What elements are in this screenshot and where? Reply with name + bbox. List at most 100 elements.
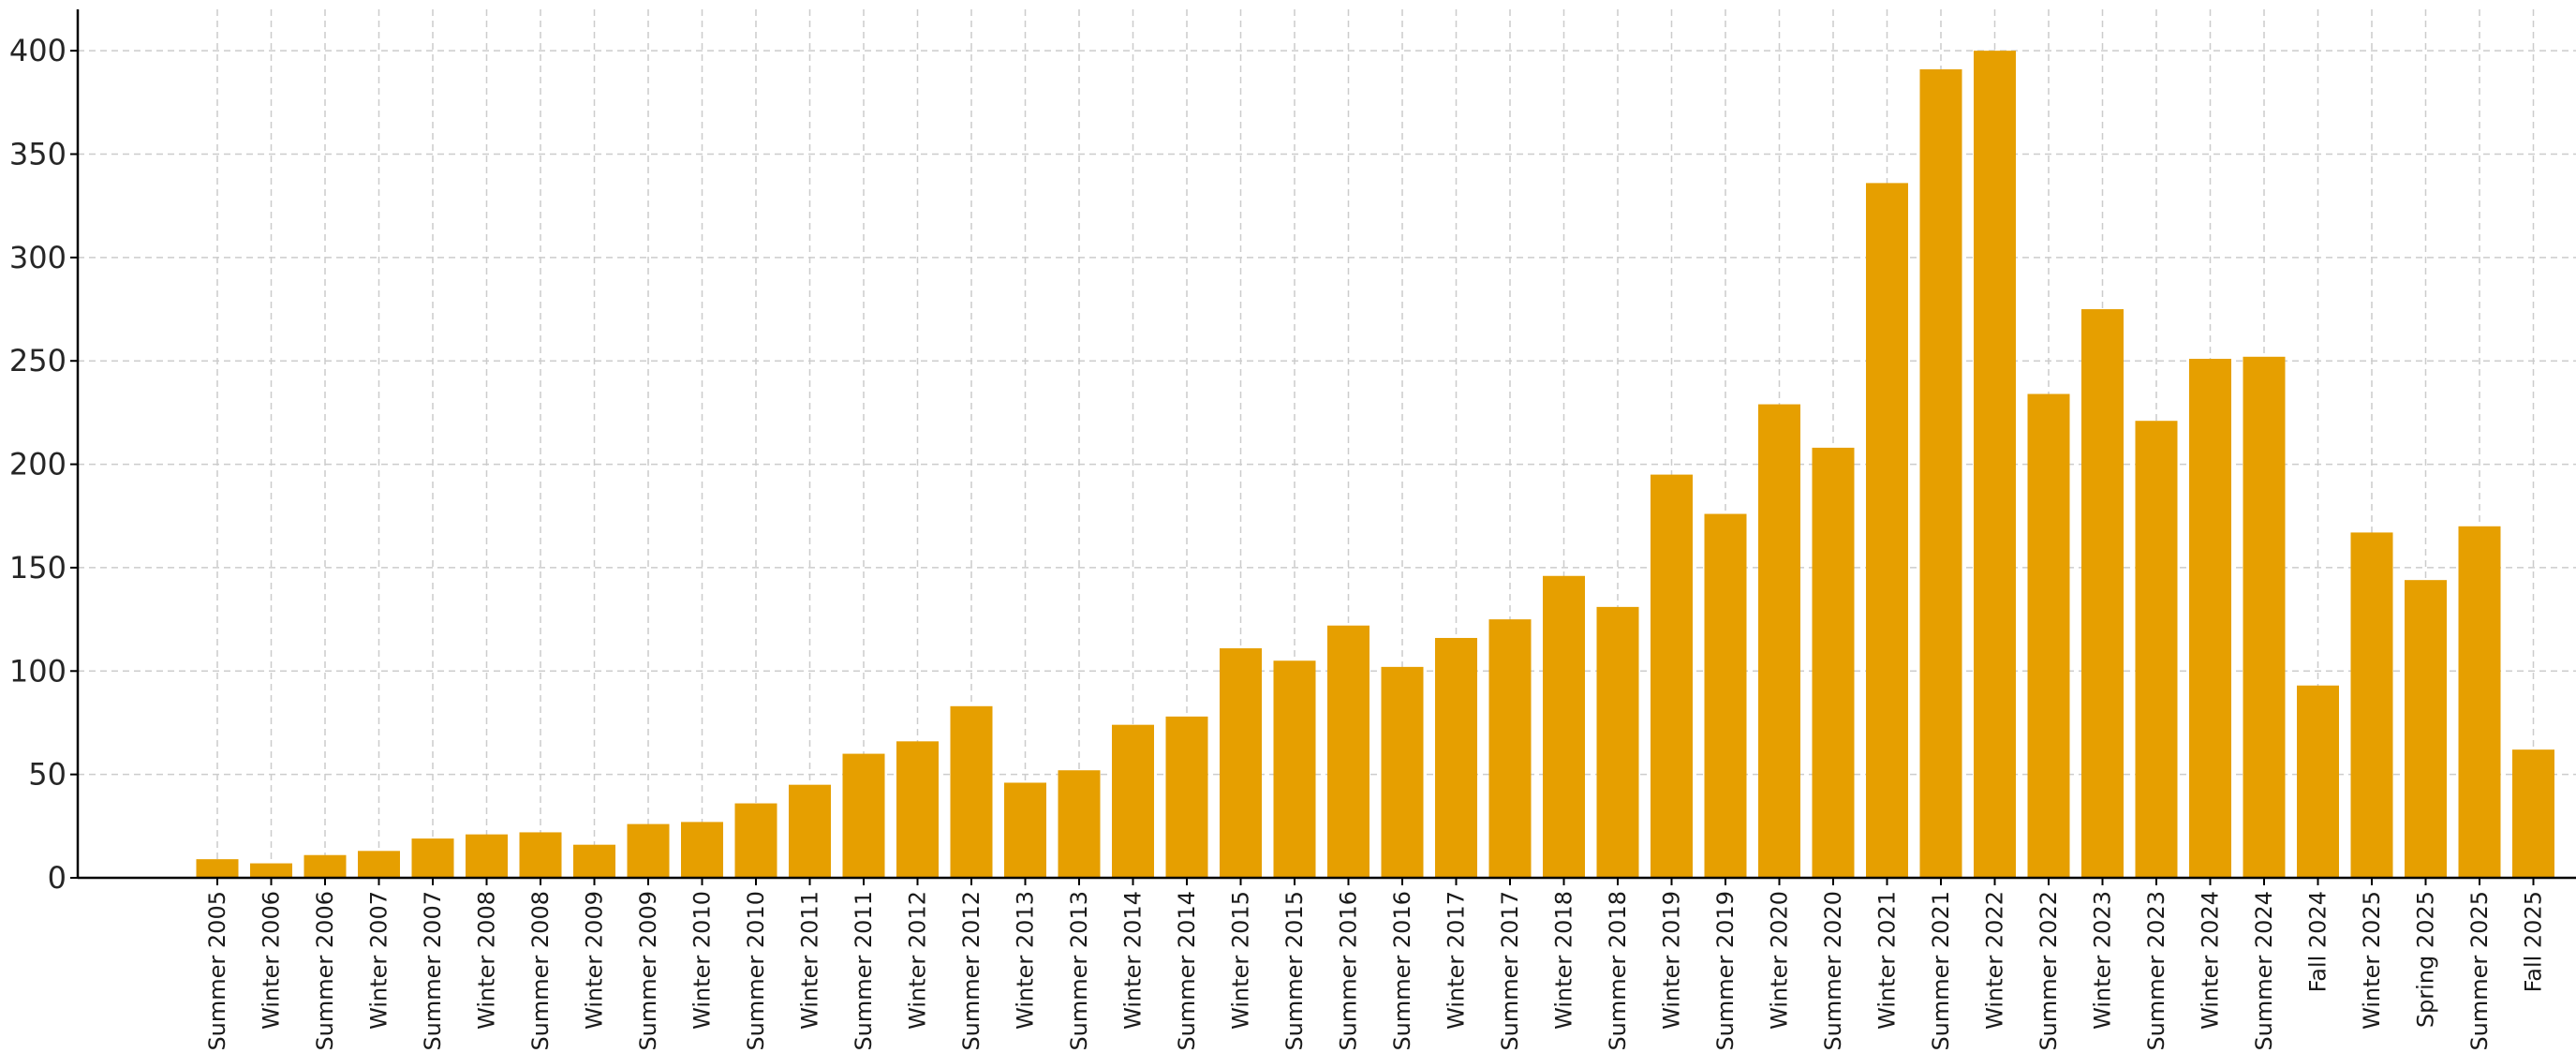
x-tick-label: Summer 2016	[1336, 891, 1362, 1051]
bar	[1327, 625, 1369, 878]
bar	[2458, 526, 2501, 878]
y-tick-label: 0	[48, 860, 67, 896]
x-tick-label: Winter 2018	[1551, 891, 1577, 1030]
x-tick-label: Winter 2024	[2198, 891, 2224, 1030]
bar	[1165, 716, 1208, 878]
x-tick-label: Winter 2013	[1013, 891, 1039, 1030]
x-tick-label: Winter 2006	[259, 891, 285, 1030]
bar	[411, 838, 454, 878]
x-tick-label: Summer 2014	[1174, 891, 1200, 1051]
x-tick-label: Summer 2010	[743, 891, 769, 1051]
bar	[627, 823, 670, 878]
bar	[466, 834, 508, 878]
bar	[250, 863, 292, 878]
x-tick-label: Summer 2025	[2466, 891, 2493, 1051]
bar	[358, 851, 400, 878]
x-tick-label: Summer 2006	[312, 891, 338, 1051]
x-tick-label: Summer 2021	[1928, 891, 1954, 1051]
x-tick-label: Summer 2005	[204, 891, 230, 1051]
bar	[1758, 404, 1800, 878]
x-tick-label: Winter 2023	[2090, 891, 2116, 1030]
bar	[1651, 474, 1693, 878]
bar	[842, 753, 885, 878]
x-tick-label: Summer 2008	[527, 891, 554, 1051]
x-tick-label: Summer 2020	[1820, 891, 1846, 1051]
bar	[1112, 724, 1154, 878]
x-tick-label: Winter 2017	[1443, 891, 1470, 1030]
y-tick-label: 350	[9, 137, 67, 172]
x-tick-label: Summer 2024	[2251, 891, 2277, 1051]
bar	[2027, 393, 2070, 878]
x-tick-label: Summer 2023	[2143, 891, 2169, 1051]
y-tick-label: 100	[9, 653, 67, 689]
bar	[1543, 575, 1585, 878]
bar	[2350, 532, 2393, 878]
bar	[2243, 356, 2286, 878]
y-tick-label: 300	[9, 240, 67, 275]
x-tick-label: Winter 2007	[366, 891, 392, 1030]
bar	[519, 832, 562, 878]
bar	[1596, 606, 1639, 878]
x-tick-label: Summer 2018	[1605, 891, 1631, 1051]
x-tick-label: Fall 2024	[2305, 891, 2332, 992]
x-tick-label: Winter 2012	[905, 891, 931, 1030]
bar	[1058, 770, 1101, 878]
x-tick-label: Winter 2022	[1982, 891, 2008, 1030]
bar	[2297, 685, 2339, 878]
x-tick-label: Winter 2009	[582, 891, 608, 1030]
bar	[734, 803, 777, 878]
x-tick-label: Summer 2011	[851, 891, 877, 1051]
y-tick-labels: 0 50 100 150 200 250 300 350 400	[9, 33, 78, 896]
y-tick-label: 50	[28, 757, 67, 793]
bar	[1488, 619, 1532, 878]
bar	[681, 822, 723, 878]
bar	[896, 741, 939, 878]
x-tick-label: Summer 2016	[1389, 891, 1415, 1051]
bar	[1704, 513, 1747, 878]
bar	[1273, 660, 1316, 878]
x-tick-label: Winter 2011	[797, 891, 823, 1030]
bar	[789, 784, 831, 878]
y-tick-label: 150	[9, 550, 67, 586]
bar	[2512, 749, 2554, 878]
x-tick-label: Winter 2019	[1659, 891, 1685, 1030]
x-tick-label: Summer 2007	[420, 891, 446, 1051]
x-tick-label: Summer 2009	[635, 891, 661, 1051]
bar	[1220, 648, 1262, 878]
y-tick-label: 400	[9, 33, 67, 68]
x-tick-label: Summer 2012	[958, 891, 985, 1051]
x-tick-label: Winter 2010	[689, 891, 716, 1030]
bar	[1866, 183, 1908, 878]
x-tick-label: Spring 2025	[2413, 891, 2439, 1028]
x-tick-label: Winter 2014	[1120, 891, 1147, 1030]
bar	[303, 854, 347, 878]
y-tick-label: 250	[9, 343, 67, 378]
bars	[196, 51, 2554, 878]
bar	[1381, 666, 1424, 878]
bar	[1004, 782, 1046, 878]
bar	[2405, 580, 2447, 878]
x-tick-labels: Summer 2005 Winter 2006 Summer 2006 Winter …	[204, 878, 2547, 1051]
x-tick-label: Winter 2020	[1767, 891, 1793, 1030]
x-tick-label: Winter 2021	[1874, 891, 1901, 1030]
x-tick-label: Summer 2022	[2036, 891, 2062, 1051]
bar	[196, 859, 239, 878]
bar	[1974, 51, 2016, 878]
x-tick-label: Summer 2015	[1281, 891, 1308, 1051]
x-tick-label: Winter 2025	[2359, 891, 2385, 1030]
bar	[573, 844, 615, 878]
bar	[2081, 309, 2124, 878]
x-tick-label: Winter 2008	[474, 891, 500, 1030]
bar	[2135, 421, 2178, 878]
x-tick-label: Summer 2017	[1497, 891, 1523, 1051]
bar	[1435, 637, 1477, 878]
bar	[1919, 69, 1962, 878]
bar	[950, 705, 993, 878]
x-tick-label: Summer 2013	[1066, 891, 1092, 1051]
y-tick-label: 200	[9, 447, 67, 482]
bar	[2189, 359, 2231, 878]
x-tick-label: Summer 2019	[1712, 891, 1739, 1051]
x-tick-label: Fall 2025	[2521, 891, 2547, 992]
x-tick-label: Winter 2015	[1228, 891, 1254, 1030]
